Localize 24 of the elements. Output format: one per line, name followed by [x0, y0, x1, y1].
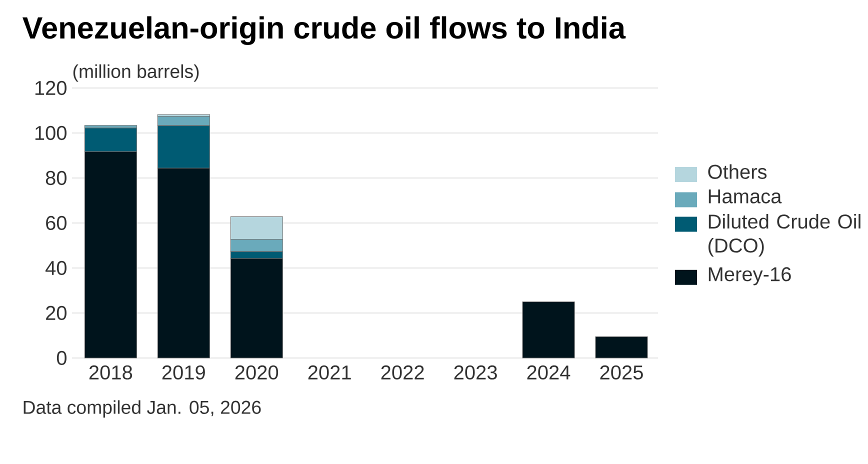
- y-tick-label: 120: [35, 80, 67, 96]
- bar: [595, 336, 648, 358]
- bar: [522, 301, 575, 358]
- legend-label: Others: [708, 164, 767, 179]
- chart-title: Venezuelan-origin crude oil flows to India: [22, 16, 626, 45]
- x-tick-label: 2019: [162, 365, 205, 380]
- y-axis-title: (million barrels): [73, 64, 199, 82]
- y-tick-label: 100: [35, 126, 67, 140]
- x-tick-label: 2022: [381, 365, 424, 380]
- legend-label: Diluted Crude Oil (DCO): [708, 214, 860, 257]
- x-tick-label: 2024: [527, 365, 570, 380]
- text: Data compiled Jan. 05, 2026: [24, 400, 261, 418]
- y-tick-label: 20: [46, 306, 67, 320]
- legend-label: Hamaca: [708, 189, 782, 204]
- y-tick-label: 40: [46, 260, 67, 276]
- y-tick-label: 80: [46, 170, 67, 186]
- y-tick-label: 0: [56, 350, 67, 366]
- x-tick-label: 2021: [308, 365, 351, 380]
- x-tick-label: 2023: [454, 365, 497, 380]
- x-tick-label: 2020: [235, 365, 278, 380]
- x-tick-label: 2018: [89, 365, 132, 380]
- x-tick-label: 2025: [600, 365, 643, 380]
- legend-label: Merey-16: [708, 267, 791, 286]
- y-tick-label: 60: [46, 216, 67, 230]
